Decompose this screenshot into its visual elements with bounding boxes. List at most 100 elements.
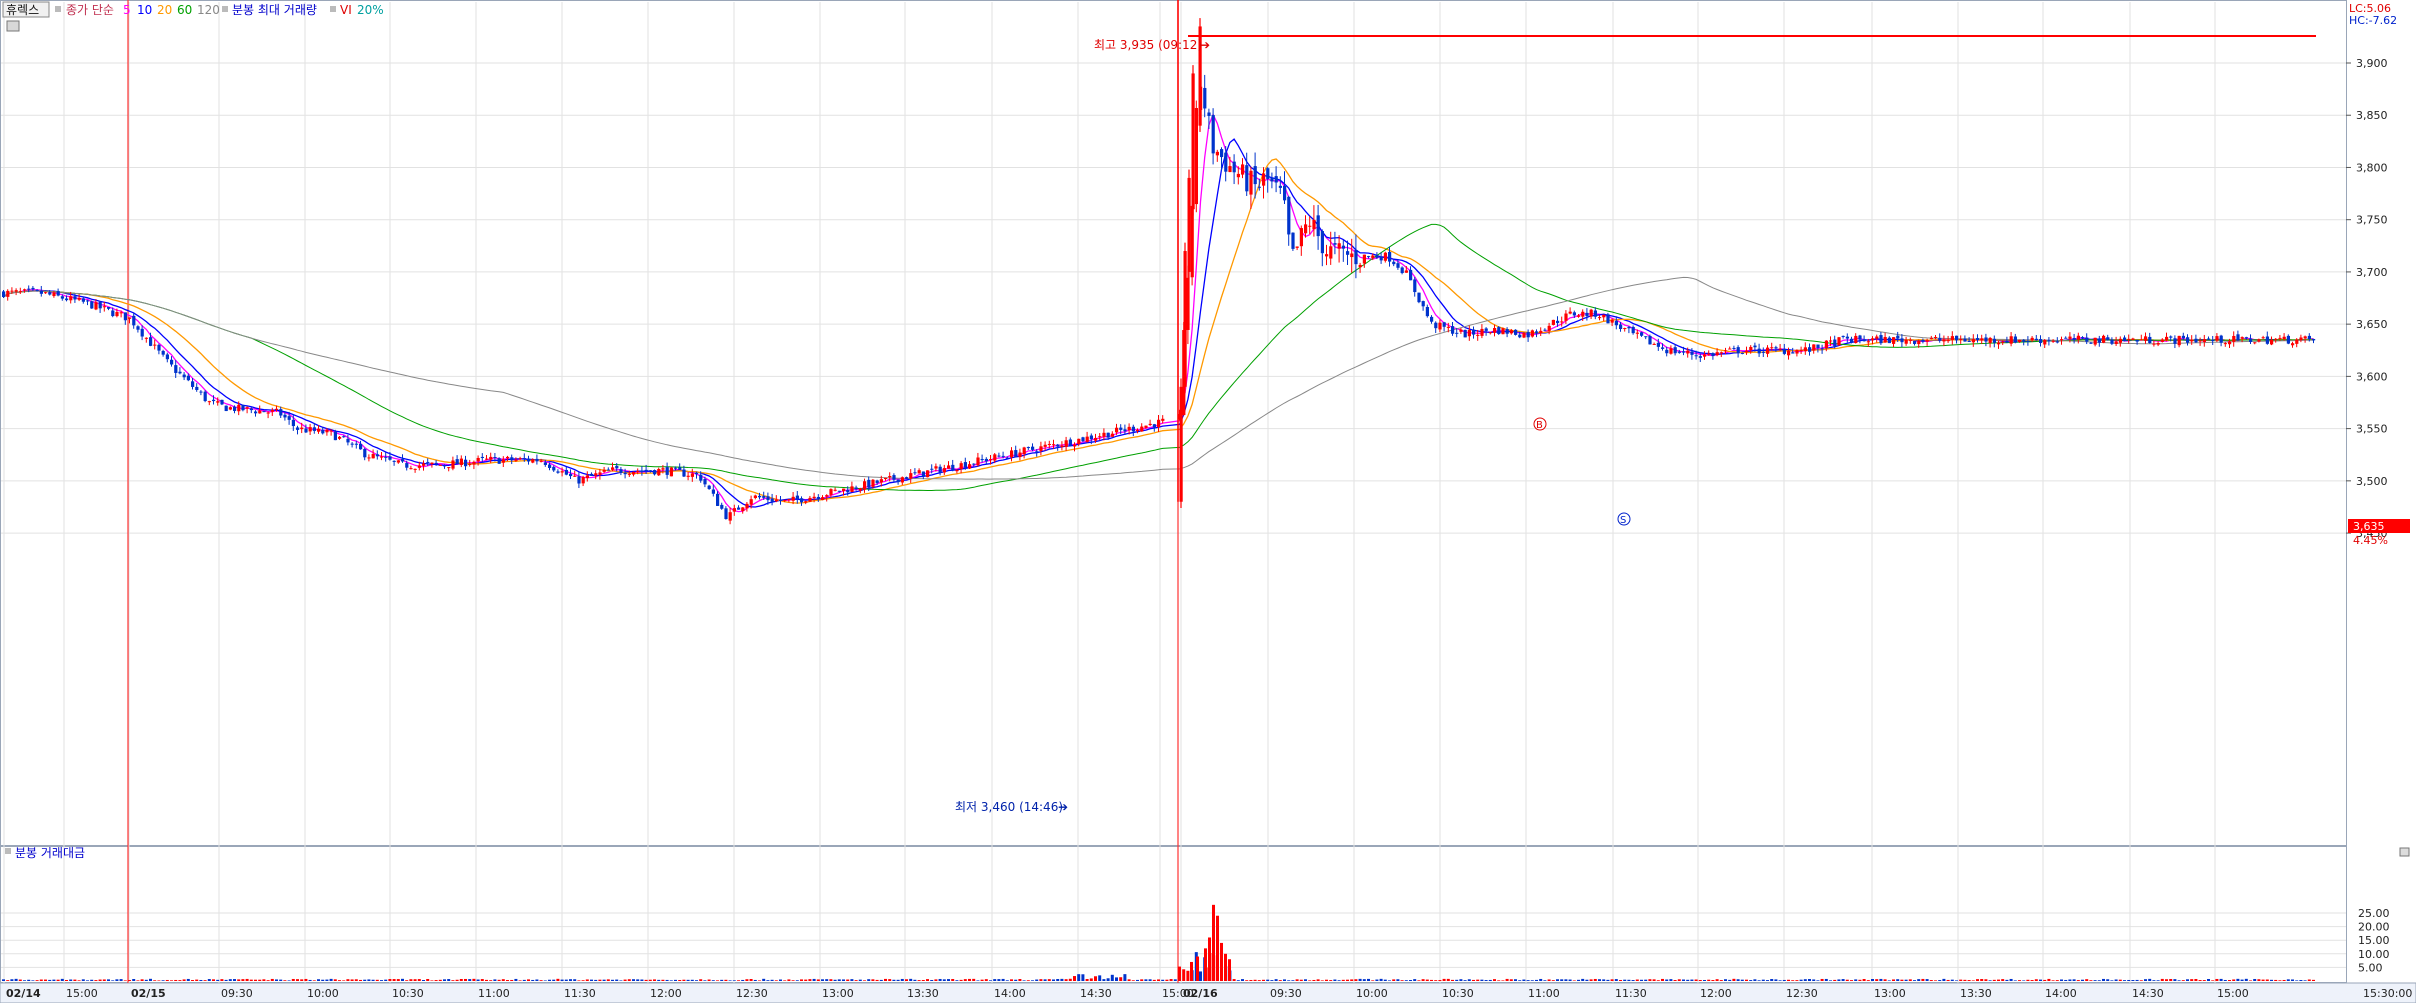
volume-bar — [308, 979, 312, 981]
candle-body — [1921, 339, 1925, 342]
volume-bar — [98, 979, 102, 981]
volume-bar — [800, 979, 803, 981]
candle-body — [749, 499, 753, 505]
y-tick-label: 3,500 — [2356, 475, 2388, 488]
volume-bar — [527, 979, 530, 981]
candle-body — [648, 470, 652, 472]
x-tick-label: 14:30 — [1080, 987, 1112, 1000]
volume-bar — [111, 980, 115, 981]
volume-bar — [2265, 979, 2269, 981]
candle-body — [144, 337, 148, 339]
volume-bar — [875, 979, 879, 981]
candle-body — [77, 297, 81, 300]
candle-body — [1673, 347, 1677, 354]
volume-bar — [1052, 979, 1055, 981]
volume-bar — [1060, 978, 1064, 981]
candle-body — [2139, 339, 2143, 341]
volume-bar — [1119, 977, 1123, 981]
candle-body — [136, 326, 140, 330]
candle-body — [1644, 336, 1648, 338]
panel-maximize-icon[interactable] — [2399, 847, 2410, 857]
candle-body — [1782, 348, 1786, 354]
volume-bar — [2051, 980, 2055, 981]
volume-bar — [1039, 979, 1043, 981]
candle-body — [1362, 254, 1366, 264]
candle-body — [1501, 328, 1505, 335]
x-tick-label: 11:00 — [478, 987, 510, 1000]
volume-bars — [2, 904, 2315, 981]
volume-bar — [884, 978, 887, 981]
volume-bar — [2034, 979, 2038, 981]
candle-body — [510, 457, 514, 461]
candle-body — [296, 427, 300, 430]
candle-body — [2102, 335, 2106, 343]
volume-bar — [2181, 980, 2185, 981]
volume-bar — [1619, 979, 1622, 981]
price-type-label[interactable]: 종가 단순 — [66, 3, 114, 17]
sell-marker[interactable]: S — [1617, 512, 1631, 526]
candle-body — [1514, 329, 1518, 335]
x-tick-label: 13:00 — [1874, 987, 1906, 1000]
settings-icon[interactable] — [6, 20, 20, 32]
symbol-box[interactable] — [2, 1, 50, 18]
candle-body — [527, 458, 531, 462]
candle-body — [1102, 432, 1106, 437]
volume-bar — [1102, 979, 1106, 981]
volume-bar — [296, 979, 299, 981]
ma20-label[interactable]: 20 — [157, 3, 172, 17]
candle-body — [266, 412, 270, 414]
volume-bar — [2114, 979, 2118, 981]
volume-bar — [984, 979, 988, 981]
volume-bar — [1946, 979, 1950, 981]
ma10-label[interactable]: 10 — [137, 3, 152, 17]
candle-body — [585, 475, 589, 479]
volume-bar — [1480, 979, 1484, 981]
volume-bar — [2307, 979, 2311, 981]
volume-bar — [640, 979, 644, 981]
candle-body — [207, 401, 211, 403]
volume-bar — [669, 980, 673, 981]
volume-bar — [102, 979, 106, 981]
volume-bar — [741, 979, 745, 981]
buy-marker[interactable]: B — [1533, 417, 1547, 431]
volume-bar — [2312, 979, 2315, 981]
volume-bar — [438, 979, 442, 981]
ma120-label[interactable]: 120 — [197, 3, 220, 17]
candle-body — [548, 464, 552, 468]
volume-bar — [833, 979, 837, 981]
candle-body — [388, 456, 392, 460]
volume-bar — [1438, 980, 1442, 981]
volume-bar — [816, 979, 820, 981]
volume-bar — [2123, 980, 2126, 981]
volume-bar — [1535, 979, 1538, 981]
volume-label[interactable]: 분봉 최대 거래량 — [232, 3, 317, 17]
x-axis-bar[interactable] — [0, 982, 2416, 1003]
candle-body — [1791, 352, 1795, 354]
volume-bar — [27, 979, 31, 981]
candle-body — [753, 495, 757, 498]
candle-body — [401, 459, 405, 462]
volume-bar — [1833, 979, 1837, 981]
volume-bar — [472, 978, 476, 981]
candle-body — [10, 290, 14, 292]
ma60-label[interactable]: 60 — [177, 3, 192, 17]
volume-bar — [606, 979, 610, 981]
volume-bar — [1539, 978, 1543, 981]
vi-label[interactable]: VI — [340, 3, 352, 17]
candle-body — [249, 408, 253, 411]
candle-body — [732, 508, 736, 512]
ma5-label[interactable]: 5 — [123, 3, 131, 17]
candle-body — [808, 497, 812, 502]
volume-bar — [417, 979, 421, 981]
volume-bar — [1173, 979, 1177, 981]
candle-body — [2039, 339, 2043, 343]
candle-body — [2236, 334, 2240, 341]
candle-body — [1400, 267, 1404, 274]
volume-bar — [1337, 980, 1341, 981]
candle-body — [1656, 342, 1660, 347]
candle-body — [1740, 352, 1744, 354]
candle-body — [1299, 228, 1303, 247]
candle-body — [829, 489, 833, 495]
candle-body — [1564, 313, 1568, 321]
candle-body — [2135, 339, 2139, 342]
